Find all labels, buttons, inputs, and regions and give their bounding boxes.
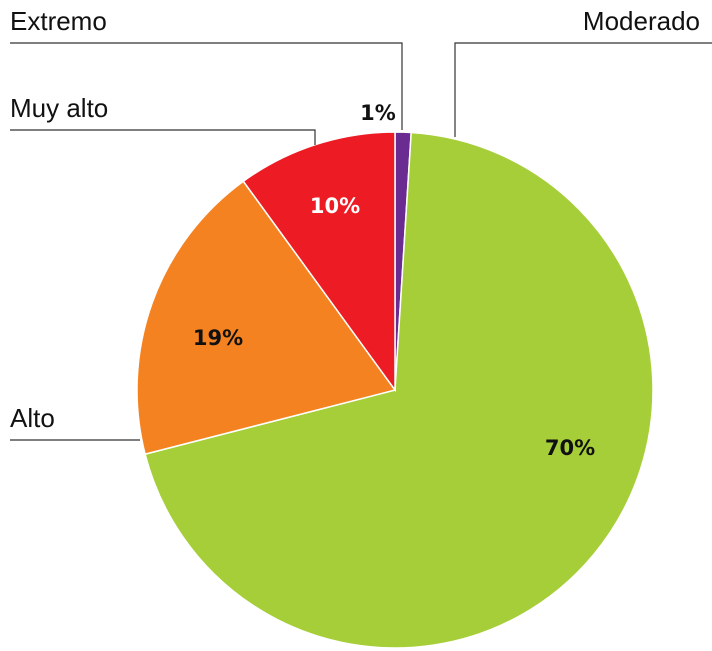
category-label: Moderado (583, 6, 700, 36)
pie-slice (144, 131, 654, 649)
value-label: 19% (193, 326, 243, 350)
value-label: 1% (360, 101, 396, 125)
leader-line (454, 42, 712, 137)
category-label: Extremo (10, 6, 107, 36)
category-label: Muy alto (10, 93, 108, 123)
pie-slice (136, 180, 397, 456)
leader-line (10, 42, 403, 130)
category-label: Alto (10, 403, 55, 433)
value-label: 10% (310, 194, 360, 218)
leader-line (10, 129, 316, 145)
value-label: 70% (545, 436, 595, 460)
